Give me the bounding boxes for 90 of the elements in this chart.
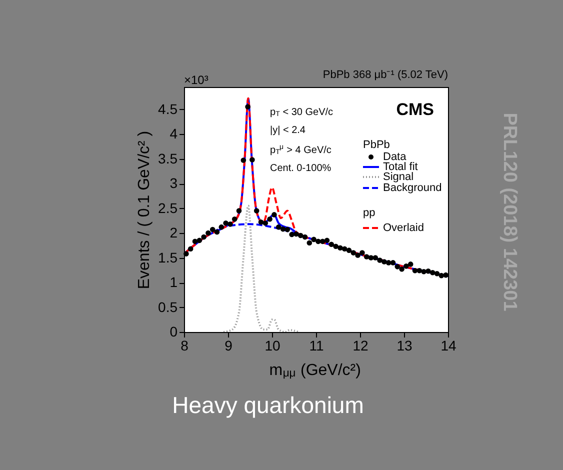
point [324, 238, 330, 244]
point [426, 268, 431, 274]
legend-label: Background [383, 182, 442, 194]
point [240, 158, 246, 163]
y-tick-label: 1.5 [158, 249, 178, 266]
point [320, 238, 326, 244]
point [338, 245, 343, 250]
point [390, 260, 396, 266]
point [258, 219, 264, 225]
point [228, 221, 233, 227]
point [333, 244, 338, 250]
y-tick-label: 3.5 [158, 150, 178, 166]
y-tick-label: 1 [170, 274, 178, 290]
x-tick-label: 8 [180, 338, 189, 354]
point [206, 230, 211, 236]
point [250, 157, 255, 162]
point [302, 234, 308, 240]
point [364, 254, 370, 260]
point [298, 232, 304, 238]
point [382, 259, 387, 264]
y-tick-label: 2.5 [158, 200, 178, 216]
x-tick-label: 11 [309, 338, 324, 354]
legend-label: Data [383, 151, 408, 163]
point [360, 250, 365, 256]
legend-label: Overlaid [383, 222, 424, 234]
point [272, 212, 277, 218]
point [201, 234, 206, 240]
point [284, 226, 290, 232]
point [404, 264, 409, 269]
point [328, 242, 334, 248]
point [430, 270, 436, 276]
point [377, 258, 382, 263]
point [254, 208, 260, 214]
annotation: pp [363, 207, 376, 219]
annotation: Cent. 0-100% [270, 163, 332, 174]
x-tick-label: 13 [396, 338, 412, 354]
x-tick-label: 9 [224, 338, 233, 354]
point [342, 246, 348, 252]
point [386, 260, 392, 266]
point [355, 252, 360, 258]
y-axis-title: Events / ( 0.1 GeV/c² ) [136, 130, 154, 290]
point [210, 226, 216, 232]
point [346, 248, 352, 253]
y-tick-label: 0.5 [158, 298, 178, 315]
point [434, 270, 440, 276]
point [294, 231, 299, 237]
point [412, 268, 418, 274]
point [196, 238, 202, 244]
x-tick-label: 12 [352, 338, 368, 354]
y-tick-label: 0 [170, 324, 178, 340]
point [232, 216, 238, 222]
point [408, 262, 414, 267]
point [416, 268, 422, 274]
point [192, 238, 198, 244]
point [280, 226, 286, 232]
point [267, 216, 272, 222]
point [245, 104, 250, 110]
point [394, 264, 400, 270]
point [350, 250, 356, 256]
point [372, 255, 378, 260]
annotation: CMS [396, 100, 434, 119]
y-tick-label: 4.5 [158, 100, 178, 117]
legend-label: Signal [383, 171, 414, 183]
point [443, 272, 448, 278]
y-tick-label: 3 [170, 175, 178, 192]
legend-title: PbPb [363, 139, 390, 151]
point [399, 266, 404, 272]
y-tick-label: 4 [170, 126, 178, 142]
point [223, 220, 228, 226]
point [276, 224, 282, 230]
point [184, 251, 189, 256]
x-tick-label: 14 [440, 338, 456, 354]
legend-label: Total fit [383, 161, 418, 173]
annotation: |y| < 2.4 [270, 125, 306, 136]
y-tick-label: 2 [170, 224, 178, 241]
point [218, 224, 224, 230]
x-axis-title: mμμ (GeV/c²) [269, 362, 361, 380]
point [262, 220, 268, 226]
line-series [222, 204, 300, 332]
x-tick-label: 10 [264, 338, 280, 354]
point [438, 272, 444, 278]
point [306, 240, 312, 246]
chart-subtitle: PbPb 368 μb⁻¹ (5.02 TeV) [322, 69, 448, 81]
point [368, 255, 374, 260]
text: Heavy quarkonium [172, 392, 364, 418]
point [214, 229, 220, 235]
text: ×10³ [184, 73, 208, 87]
point [188, 246, 194, 252]
point [236, 208, 242, 214]
point [311, 236, 316, 242]
